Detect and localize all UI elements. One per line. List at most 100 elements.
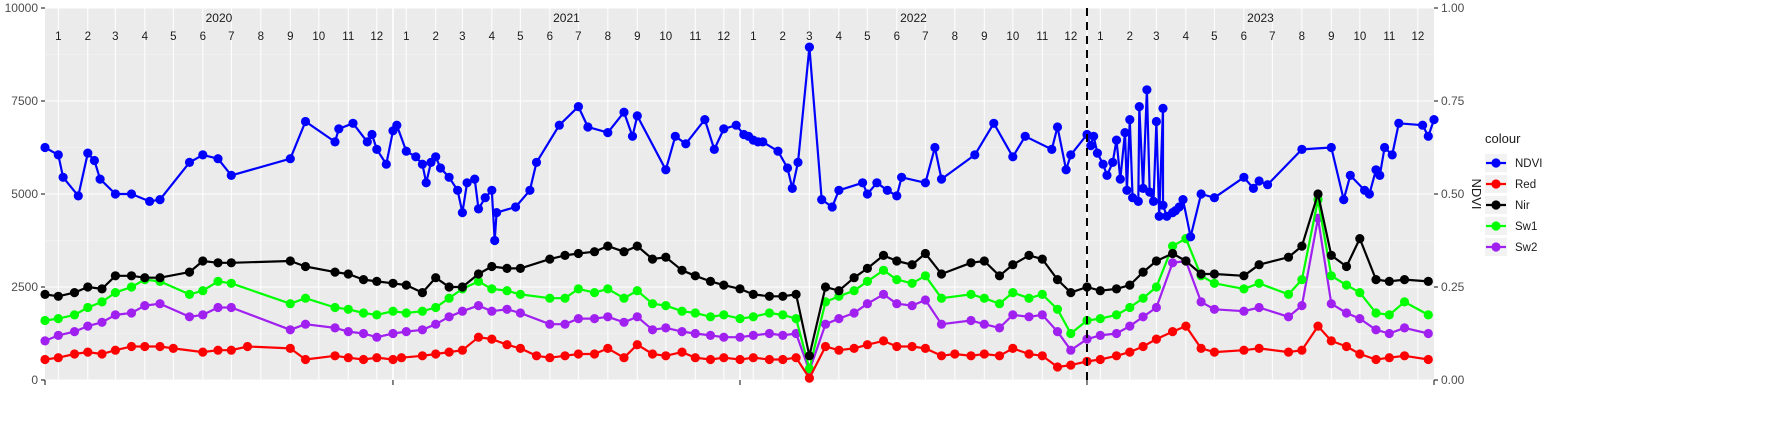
data-point-nir [936, 269, 947, 279]
left-tick-label: 10000 [5, 1, 39, 15]
data-point-nir [198, 256, 208, 266]
right-axis-title: NDVI [1469, 178, 1484, 209]
data-point-sw2 [778, 330, 788, 340]
data-point-sw2 [417, 325, 427, 335]
data-point-nir [690, 271, 700, 281]
data-point-ndvi [473, 204, 484, 214]
month-label: 8 [258, 31, 264, 43]
data-point-sw2 [1384, 328, 1394, 339]
data-point-sw2 [444, 312, 454, 322]
data-point-sw1 [487, 284, 497, 294]
data-point-ndvi [1098, 159, 1108, 169]
data-point-nir [372, 276, 382, 286]
data-point-sw2 [1066, 345, 1076, 355]
data-point-ndvi [1142, 85, 1152, 95]
data-point-nir [966, 258, 976, 268]
data-point-nir [431, 273, 441, 283]
series-nir [40, 189, 1433, 361]
data-point-sw2 [140, 301, 150, 311]
data-point-ndvi [1089, 131, 1099, 141]
data-point-sw2 [1371, 325, 1381, 335]
data-point-red [1371, 354, 1381, 365]
data-point-ndvi [83, 148, 93, 158]
data-point-ndvi [670, 131, 680, 141]
data-point-red [417, 351, 427, 361]
month-label: 3 [459, 31, 465, 43]
data-point-nir [226, 258, 236, 268]
data-point-sw2 [979, 319, 989, 329]
data-point-ndvi [531, 157, 542, 167]
data-point-sw1 [862, 276, 873, 286]
data-point-sw1 [735, 314, 745, 324]
data-point-sw2 [126, 308, 137, 318]
data-point-nir [647, 254, 658, 264]
data-point-nir [1095, 286, 1105, 296]
data-point-sw1 [502, 286, 512, 296]
data-point-ndvi [1134, 102, 1144, 112]
data-point-ndvi [1423, 131, 1433, 141]
data-point-red [110, 345, 120, 355]
data-point-sw1 [1151, 282, 1161, 292]
data-point-nir [1066, 288, 1076, 298]
data-point-red [820, 341, 831, 352]
legend: colour NDVI Red Nir Sw1 Sw2 [1485, 131, 1542, 256]
data-point-red [515, 343, 526, 353]
data-point-sw2 [300, 319, 311, 329]
data-point-ndvi [213, 154, 223, 164]
data-point-ndvi [417, 159, 427, 169]
data-point-sw2 [661, 323, 671, 333]
month-label: 9 [634, 31, 640, 43]
data-point-red [40, 354, 50, 365]
data-point-nir [1209, 269, 1219, 279]
data-point-sw2 [1239, 306, 1249, 316]
data-point-ndvi [1209, 193, 1219, 203]
data-point-ndvi [330, 137, 340, 147]
legend-label-nir: Nir [1515, 200, 1530, 212]
data-point-red [487, 334, 497, 344]
data-point-nir [1297, 241, 1307, 251]
data-point-ndvi [226, 170, 236, 180]
data-point-ndvi [1052, 122, 1063, 132]
data-point-nir [1399, 275, 1410, 285]
data-point-sw1 [213, 276, 223, 286]
data-point-sw1 [1138, 293, 1148, 303]
data-point-ndvi [73, 191, 83, 201]
data-point-sw2 [966, 315, 976, 326]
data-point-red [979, 349, 989, 359]
data-point-ndvi [1394, 118, 1404, 128]
data-point-sw1 [1399, 297, 1410, 307]
data-point-sw2 [372, 332, 382, 342]
data-point-sw2 [862, 299, 873, 309]
data-point-nir [560, 250, 570, 260]
data-point-ndvi [525, 185, 535, 195]
month-label: 2 [433, 31, 439, 43]
data-point-sw1 [1037, 289, 1047, 299]
data-point-red [994, 351, 1005, 361]
data-point-sw2 [1052, 327, 1063, 337]
data-point-sw2 [1024, 312, 1034, 322]
data-point-sw2 [473, 301, 484, 311]
data-point-sw1 [545, 293, 555, 303]
data-point-red [1423, 354, 1433, 365]
data-point-nir [1196, 269, 1206, 279]
data-point-red [878, 336, 889, 346]
data-point-ndvi [731, 120, 741, 130]
data-point-sw2 [1095, 330, 1105, 340]
data-point-nir [1052, 275, 1063, 285]
data-point-ndvi [145, 196, 155, 206]
month-label: 2 [85, 31, 91, 43]
data-point-sw1 [1066, 328, 1076, 339]
data-point-sw1 [1095, 314, 1105, 324]
data-point-ndvi [936, 174, 947, 184]
data-point-ndvi [40, 142, 50, 153]
data-point-nir [457, 282, 467, 292]
data-point-sw1 [764, 308, 775, 318]
month-label: 8 [605, 31, 611, 43]
legend-key-point-sw1 [1491, 221, 1501, 231]
month-label: 11 [342, 31, 354, 43]
data-point-ndvi [1429, 115, 1439, 125]
data-point-sw2 [1423, 328, 1433, 339]
data-point-red [155, 341, 165, 352]
left-tick-label: 5000 [11, 187, 38, 201]
data-point-ndvi [758, 137, 768, 147]
